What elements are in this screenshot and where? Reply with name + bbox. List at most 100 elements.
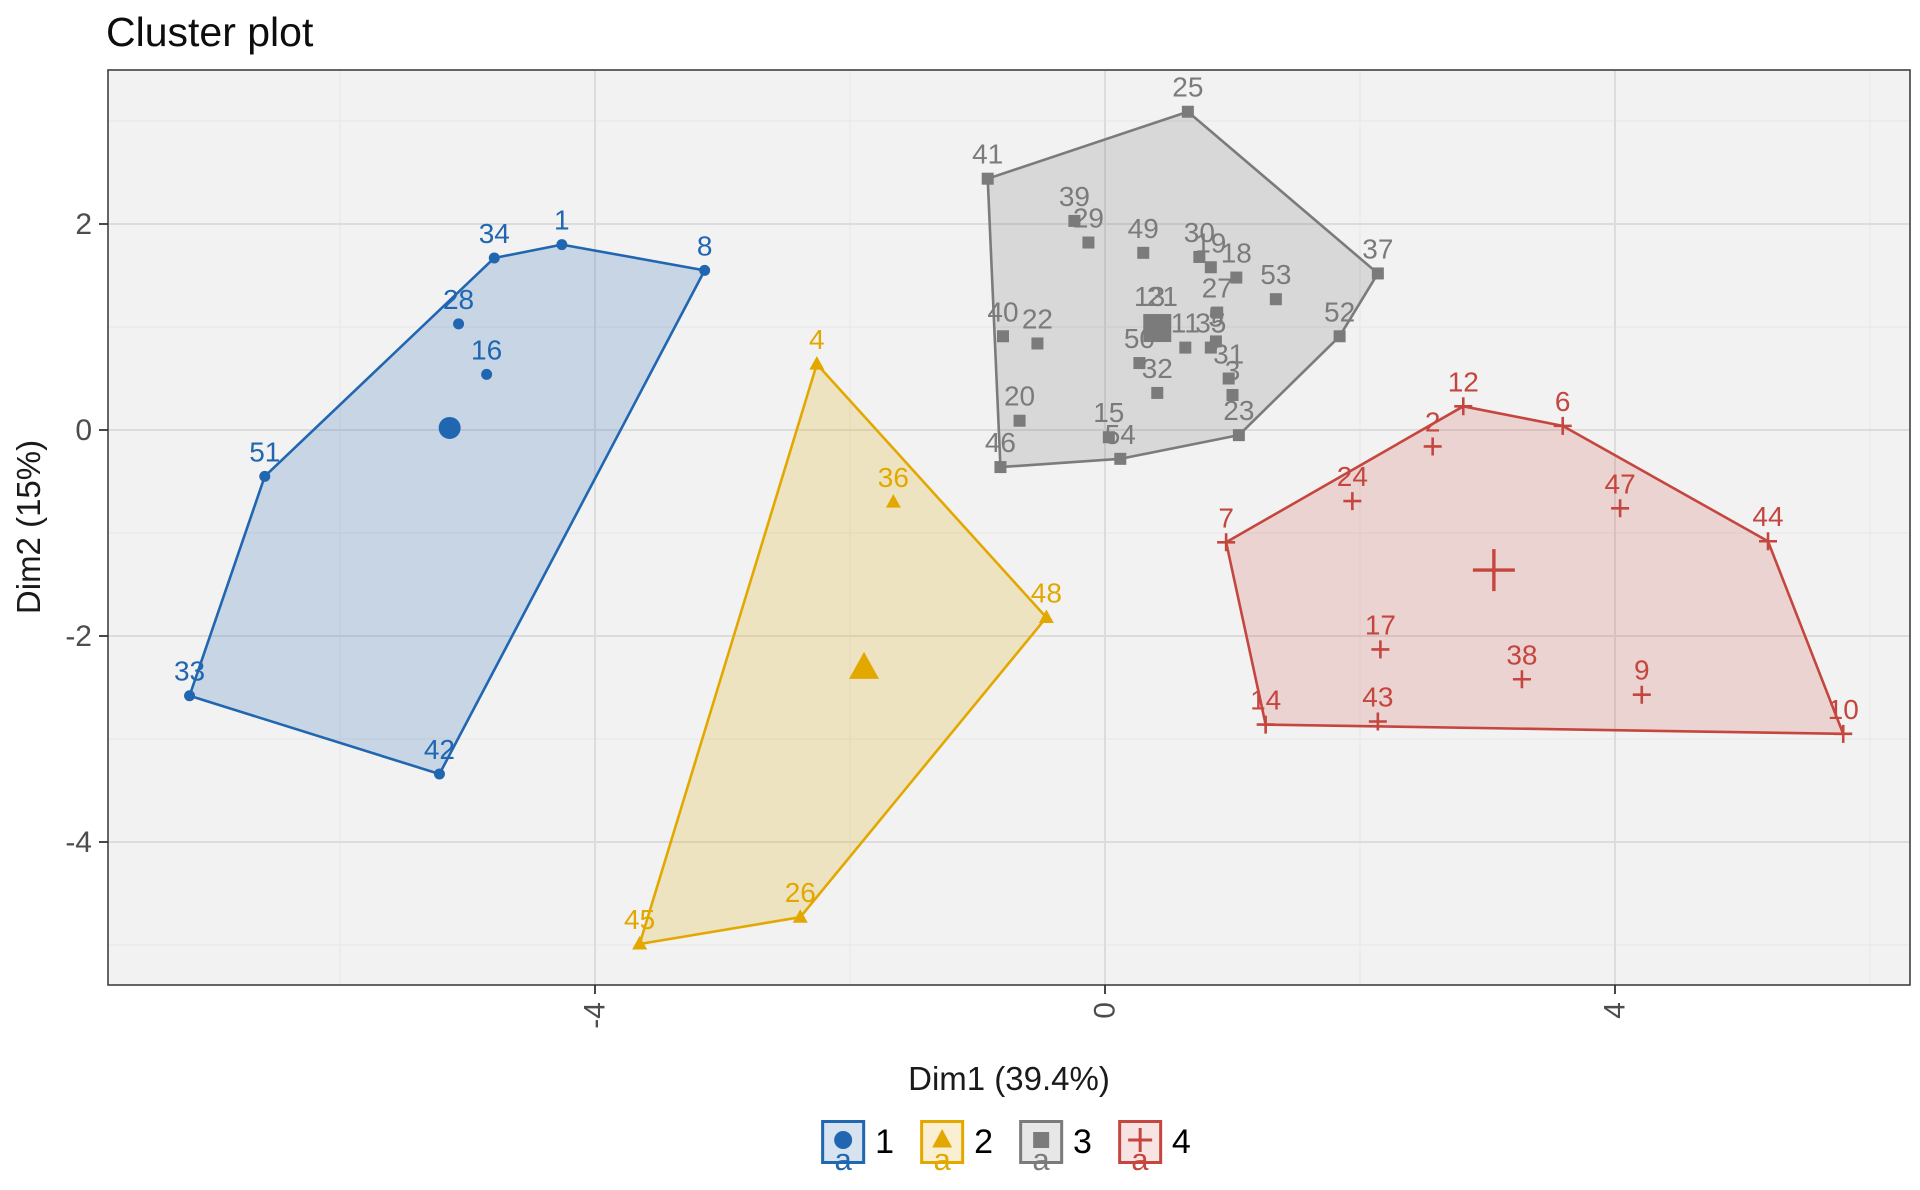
point-label-4: 4 [809,324,825,355]
point-4-6 [1553,416,1572,435]
point-label-15: 15 [1093,397,1124,428]
legend-symbol-cross-icon [1127,1128,1152,1152]
cluster-3-centroid [1143,314,1172,343]
legend-label-3: 3 [1073,1122,1092,1161]
point-label-29: 29 [1073,203,1104,234]
point-label-54: 54 [1105,419,1136,450]
point-marker-triangle [932,1129,953,1148]
point-label-44: 44 [1752,501,1783,532]
point-2-26 [792,909,808,923]
point-3-29 [1082,236,1095,249]
point-2-45 [632,935,648,950]
x-tick-label: 4 [1599,1002,1632,1019]
point-label-33: 33 [174,656,205,687]
point-label-38: 38 [1506,639,1537,670]
legend-letter: a [933,1142,951,1177]
point-3-52 [1333,330,1346,343]
point-1-42 [433,768,445,780]
gridline-layer [108,70,1910,985]
point-2-48 [1038,609,1054,623]
point-3-49 [1137,246,1150,259]
point-label-35: 35 [1195,308,1226,339]
point-3-31 [1222,372,1235,385]
point-label-31: 31 [1213,339,1244,370]
point-label-layer: 1816283334425142636454835111315181920212… [174,72,1859,935]
point-2-4 [809,356,825,370]
point-1-28 [453,318,465,330]
y-tick-label: 2 [75,208,92,241]
y-tick-label: -2 [65,620,92,653]
legend-swatch-3: a [1019,1120,1063,1175]
point-4-47 [1611,499,1630,518]
point-3-18 [1230,271,1243,284]
point-label-52: 52 [1324,296,1355,327]
point-label-22: 22 [1022,303,1053,334]
data-point-layer [184,105,1853,950]
point-label-14: 14 [1250,685,1281,716]
point-label-34: 34 [479,218,510,249]
y-tick-label: -4 [65,826,92,859]
point-marker-cross [1127,1128,1152,1152]
point-label-50: 50 [1124,323,1155,354]
point-4-43 [1368,712,1387,731]
point-1-8 [699,264,711,276]
point-label-26: 26 [785,877,816,908]
point-label-23: 23 [1223,395,1254,426]
point-label-3: 3 [1225,355,1241,386]
cluster-3-hull [986,110,1380,469]
point-4-38 [1512,670,1531,689]
point-label-32: 32 [1142,353,1173,384]
legend-letter: a [1131,1142,1149,1177]
point-3-50 [1133,357,1146,370]
cluster-4-centroid [1472,549,1515,592]
point-label-25: 25 [1172,72,1203,103]
point-2-36 [885,494,901,508]
legend-swatch-1: a [821,1120,866,1175]
y-axis-title: Dim2 (15%) [10,440,47,614]
legend-label-4: 4 [1171,1122,1191,1161]
point-label-20: 20 [1004,381,1035,412]
point-label-9: 9 [1634,655,1650,686]
point-label-24: 24 [1337,461,1368,492]
point-label-17: 17 [1365,609,1396,640]
legend-letter: a [834,1142,852,1177]
point-label-43: 43 [1362,681,1393,712]
point-label-51: 51 [249,436,280,467]
point-label-2: 2 [1425,406,1441,437]
point-3-53 [1269,293,1282,306]
point-1-34 [488,252,500,264]
point-label-16: 16 [471,334,502,365]
point-label-8: 8 [697,230,713,261]
point-label-45: 45 [624,904,655,935]
point-label-30: 30 [1184,217,1215,248]
point-1-16 [481,368,493,380]
point-label-5: 5 [1208,301,1224,332]
legend-swatch-4: a [1117,1120,1162,1175]
point-label-7: 7 [1218,502,1234,533]
point-3-40 [997,330,1009,343]
point-label-10: 10 [1828,694,1859,725]
point-label-40: 40 [987,296,1018,327]
point-3-19 [1204,261,1217,274]
point-3-46 [994,461,1007,474]
point-label-46: 46 [985,427,1016,458]
point-1-1 [556,239,568,251]
legend-label-1: 1 [875,1122,895,1161]
point-3-15 [1102,431,1115,444]
point-label-37: 37 [1362,233,1393,264]
legend-symbol-triangle-icon [932,1129,953,1148]
point-label-28: 28 [443,284,474,315]
panel-background [108,70,1910,985]
point-4-14 [1256,715,1275,734]
point-label-18: 18 [1221,238,1252,269]
point-4-7 [1217,533,1236,552]
x-tick-label: -4 [579,1002,612,1029]
point-label-41: 41 [972,139,1003,170]
point-marker-square [1033,1132,1049,1148]
panel-border [107,69,1911,986]
